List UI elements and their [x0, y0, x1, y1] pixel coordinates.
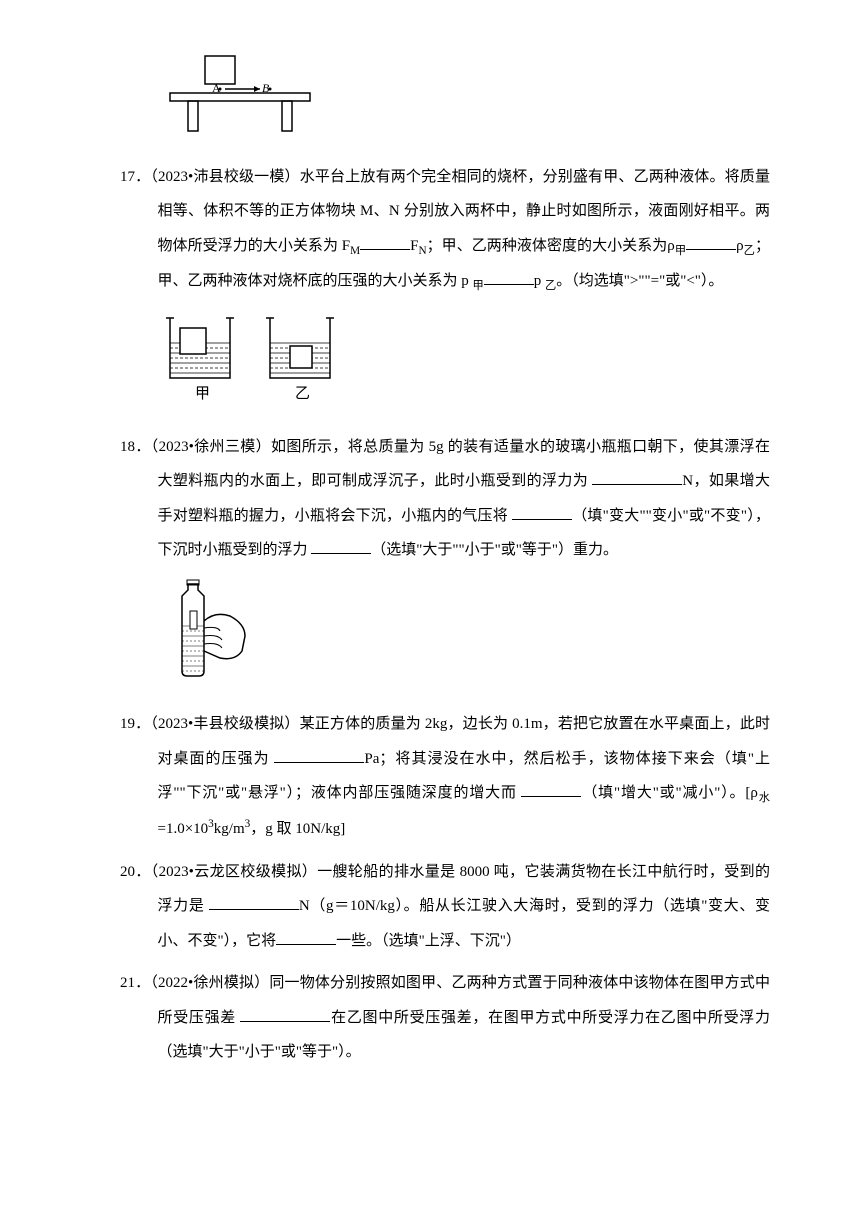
q20-num: 20: [120, 864, 135, 880]
q18-num: 18: [120, 439, 135, 455]
blank-20b: [276, 928, 336, 945]
q18-source: （2023•徐州三模）: [151, 439, 271, 455]
q21-source: （2022•徐州模拟）: [150, 975, 269, 991]
q17-p3: ；甲、乙两种液体密度的大小关系为ρ: [427, 238, 675, 254]
blank-20a: [209, 894, 299, 911]
beaker-figure: 甲 乙: [160, 308, 770, 422]
blank-p: [484, 269, 534, 286]
q19-p4: =1.0×10: [158, 821, 209, 837]
q17-p2: F: [410, 238, 418, 254]
q17-subM: M: [350, 245, 360, 257]
question-20: 20．（2023•云龙区校级模拟）一艘轮船的排水量是 8000 吨，它装满货物在…: [120, 855, 770, 959]
q20-source: （2023•云龙区校级模拟）: [151, 864, 317, 880]
question-19: 19．（2023•丰县校级模拟）某正方体的质量为 2kg，边长为 0.1m，若把…: [120, 707, 770, 846]
blank-fm-fn: [360, 233, 410, 250]
q17-sj: 甲: [675, 245, 686, 257]
blank-18b: [512, 503, 572, 520]
bottle-hand-figure: [160, 576, 770, 700]
q17-sy: 乙: [744, 245, 755, 257]
q19-sw: 水: [758, 792, 770, 804]
q18-p4: （选填"大于""小于"或"等于"）重力。: [371, 542, 618, 558]
q17-p7: 。（均选填">""="或"<"）。: [556, 273, 723, 289]
q21-num: 21: [120, 975, 135, 991]
q19-p5: kg/m: [214, 821, 245, 837]
table-block-figure: A B: [160, 48, 770, 152]
question-21: 21．（2022•徐州模拟）同一物体分别按照如图甲、乙两种方式置于同种液体中该物…: [120, 966, 770, 1070]
blank-18c: [311, 538, 371, 555]
blank-19b: [521, 781, 581, 798]
q17-p4: ρ: [736, 238, 744, 254]
q17-num: 17: [120, 169, 135, 185]
svg-text:甲: 甲: [195, 386, 210, 402]
q17-source: （2023•沛县校级一模）: [150, 169, 299, 185]
svg-text:乙: 乙: [295, 386, 310, 402]
q17-subN: N: [419, 245, 427, 257]
q19-p3: （填"增大"或"减小"）。[ρ: [581, 785, 757, 801]
q17-p6: p: [534, 273, 545, 289]
q17-sj2: 甲: [473, 280, 484, 292]
q19-num: 19: [120, 716, 135, 732]
blank-rho: [686, 233, 736, 250]
blank-18a: [592, 469, 682, 486]
blank-19a: [274, 746, 364, 763]
question-18: 18．（2023•徐州三模）如图所示，将总质量为 5g 的装有适量水的玻璃小瓶瓶…: [120, 430, 770, 568]
q19-p6: ，g 取 10N/kg]: [250, 821, 345, 837]
q17-sy2: 乙: [545, 280, 556, 292]
q19-source: （2023•丰县校级模拟）: [150, 716, 299, 732]
blank-21a: [240, 1005, 330, 1022]
q20-p3: 一些。（选填"上浮、下沉"）: [336, 933, 521, 949]
question-17: 17．（2023•沛县校级一模）水平台上放有两个完全相同的烧杯，分别盛有甲、乙两…: [120, 160, 770, 301]
